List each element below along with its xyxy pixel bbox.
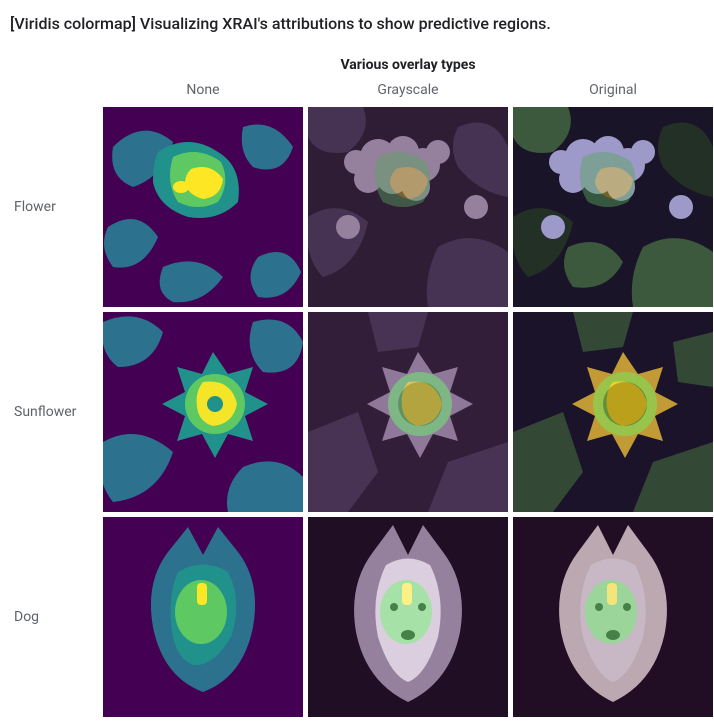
page-title: [Viridis colormap] Visualizing XRAI's at… [10,14,704,33]
attribution-flower-grayscale-svg [308,107,508,307]
cell-dog-grayscale [308,517,508,717]
cell-dog-original [513,517,713,717]
row-label-flower: Flower [10,107,98,307]
cell-flower-none [103,107,303,307]
row-label-dog: Dog [10,517,98,717]
col-header-original: Original [513,82,713,102]
cell-sunflower-none [103,312,303,512]
cell-sunflower-original [513,312,713,512]
attribution-dog-grayscale-svg [308,517,508,717]
attribution-grid: Various overlay types None Grayscale Ori… [10,57,704,717]
attribution-dog-none-svg [103,517,303,717]
attribution-flower-original-svg [513,107,713,307]
attribution-sunflower-original-svg [513,312,713,512]
col-header-none: None [103,82,303,102]
grid-suptitle: Various overlay types [103,57,713,77]
cell-flower-original [513,107,713,307]
col-header-grayscale: Grayscale [308,82,508,102]
cell-flower-grayscale [308,107,508,307]
cell-sunflower-grayscale [308,312,508,512]
cell-dog-none [103,517,303,717]
attribution-flower-none-svg [103,107,303,307]
row-label-sunflower: Sunflower [10,312,98,512]
attribution-dog-original-svg [513,517,713,717]
attribution-sunflower-none-svg [103,312,303,512]
attribution-sunflower-grayscale-svg [308,312,508,512]
